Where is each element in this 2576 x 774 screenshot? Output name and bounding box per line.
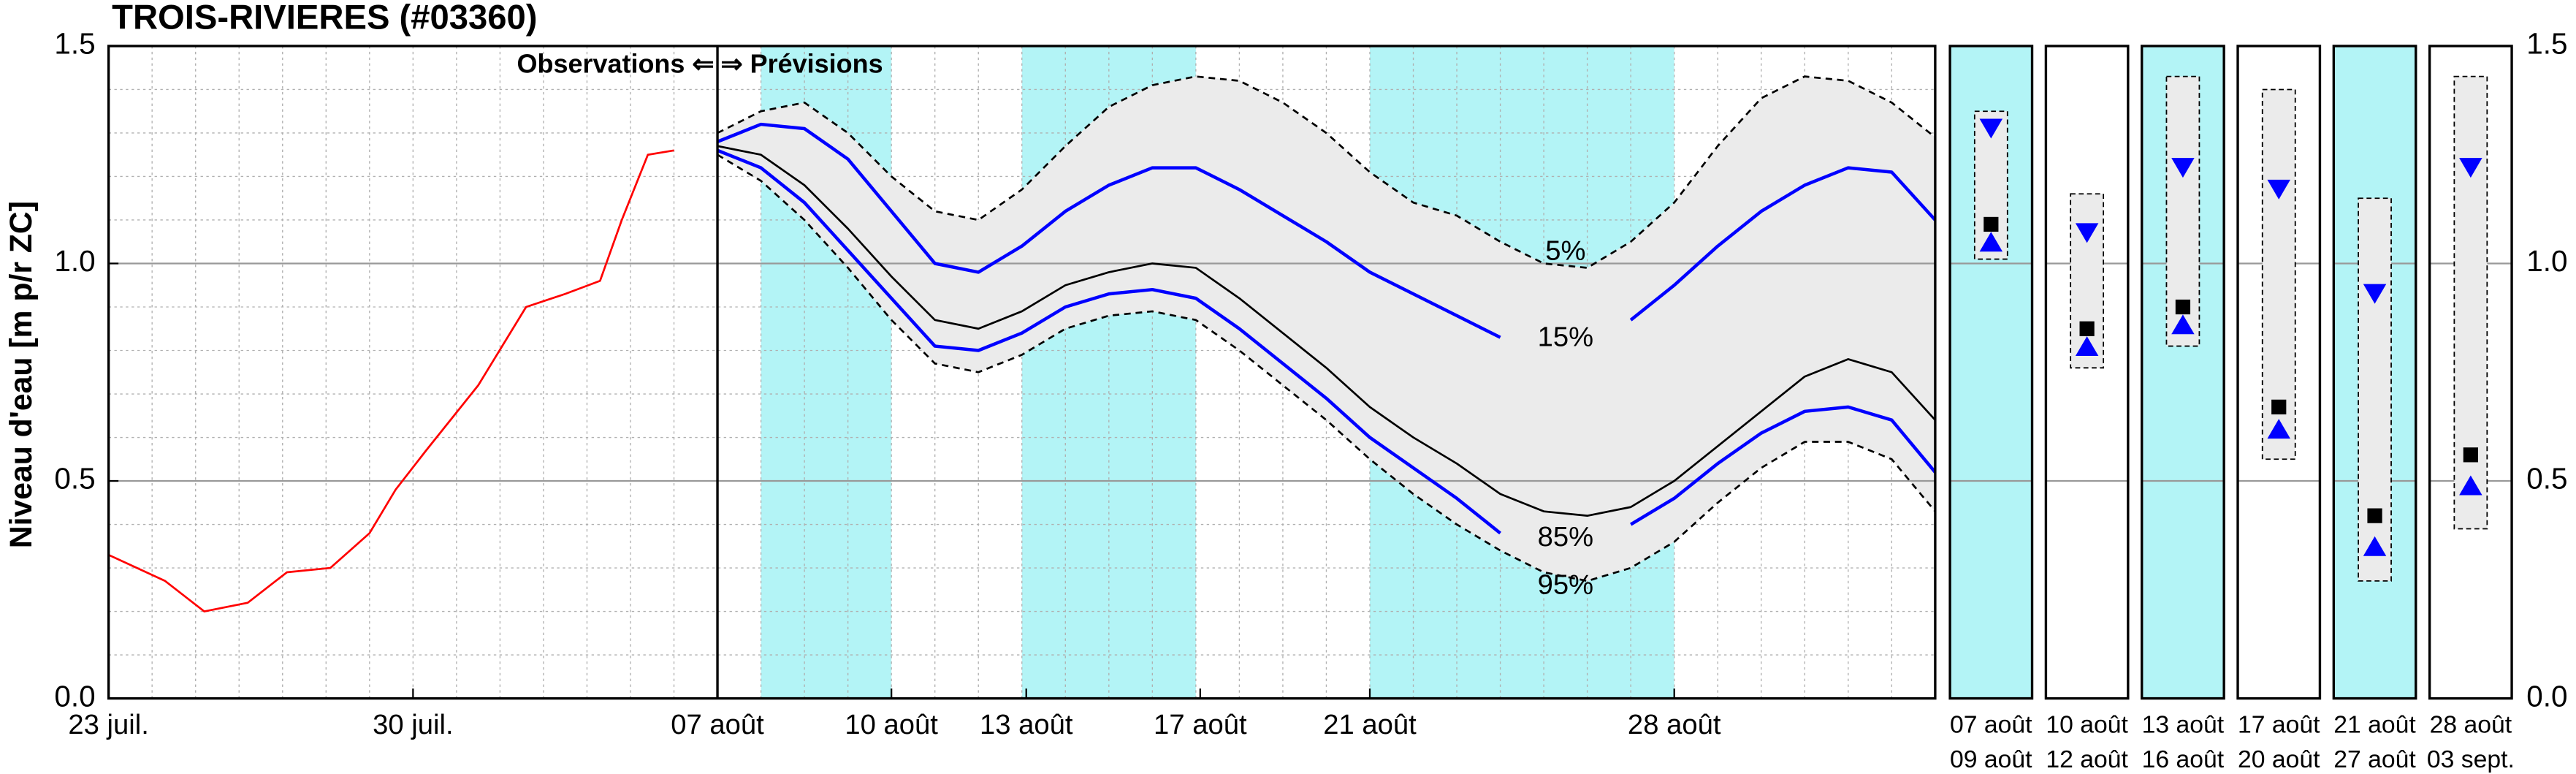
median-marker (2079, 321, 2095, 336)
panel-from: 21 août (2333, 711, 2416, 739)
panel-frame (2141, 45, 2225, 700)
y-tick-label: 1.0 (54, 244, 95, 278)
y-axis-label: Niveau d'eau [m p/r ZC] (4, 201, 39, 548)
panel-frame (2236, 45, 2322, 700)
panel-from: 17 août (2238, 711, 2320, 739)
high-marker (2363, 284, 2387, 304)
series-line (717, 122, 1937, 339)
header-right: ⇒ Prévisions (721, 48, 883, 78)
panel-from: 07 août (1950, 711, 2032, 739)
chart-title: TROIS-RIVIERES (#03360) (112, 0, 537, 37)
high-marker (1979, 118, 2003, 139)
high-marker (2459, 158, 2482, 178)
series-label: 85% (1538, 521, 1594, 553)
series-label: 5% (1545, 235, 1585, 267)
range-box (2453, 75, 2488, 530)
range-area (717, 76, 1935, 581)
x-tick-label: 21 août (1323, 709, 1417, 740)
y2-tick-label: 0.5 (2526, 462, 2567, 496)
panel-from: 10 août (2046, 711, 2128, 739)
median-marker (2367, 508, 2382, 523)
range-box (2261, 88, 2296, 460)
y2-tick-label: 0.0 (2526, 679, 2567, 713)
low-marker (2171, 314, 2195, 335)
plot-frame (107, 45, 1937, 700)
median-marker (2271, 399, 2287, 414)
high-marker (2267, 179, 2290, 200)
x-tick-label: 10 août (845, 709, 938, 740)
panel-from: 28 août (2430, 711, 2512, 739)
x-tick-label: 07 août (671, 709, 764, 740)
high-marker (2171, 158, 2195, 178)
panel-to: 27 août (2333, 745, 2416, 773)
panel-to: 03 sept. (2427, 745, 2515, 773)
y2-tick-label: 1.5 (2526, 27, 2567, 61)
x-tick-label: 23 juil. (68, 709, 148, 740)
header-left: Observations ⇐ (517, 48, 715, 78)
panel-frame (1948, 45, 2034, 700)
panel-to: 09 août (1950, 745, 2032, 773)
series-line (717, 75, 1936, 269)
x-tick-label: 13 août (980, 709, 1073, 740)
panel-background (2046, 45, 2128, 699)
panel-from: 13 août (2142, 711, 2225, 739)
series-line (717, 145, 1936, 517)
low-marker (2267, 419, 2290, 439)
low-marker (1979, 232, 2003, 252)
panel-to: 16 août (2142, 745, 2225, 773)
series-line (717, 148, 1937, 535)
median-marker (2463, 447, 2478, 463)
range-box (2358, 197, 2392, 582)
panel-frame (2332, 45, 2417, 700)
panel-to: 20 août (2238, 745, 2320, 773)
median-marker (2175, 299, 2191, 315)
panel-frame (2044, 45, 2130, 700)
low-marker (2075, 336, 2099, 357)
low-marker (2363, 536, 2387, 556)
y2-tick-label: 1.0 (2526, 244, 2567, 278)
median-marker (1984, 216, 1999, 232)
panel-to: 12 août (2046, 745, 2128, 773)
series-line (108, 149, 674, 612)
y-tick-label: 0.5 (54, 462, 95, 496)
x-tick-label: 28 août (1628, 709, 1721, 740)
x-tick-label: 17 août (1154, 709, 1247, 740)
series-label: 15% (1538, 321, 1594, 352)
low-marker (2459, 475, 2482, 496)
y-tick-label: 1.5 (54, 27, 95, 61)
high-marker (2075, 223, 2099, 243)
x-tick-label: 30 juil. (373, 709, 453, 740)
y-tick-label: 0.0 (54, 679, 95, 713)
panel-frame (2428, 45, 2513, 700)
series-label: 95% (1538, 569, 1594, 601)
